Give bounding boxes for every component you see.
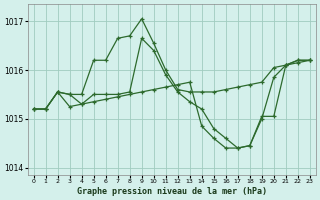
- X-axis label: Graphe pression niveau de la mer (hPa): Graphe pression niveau de la mer (hPa): [77, 187, 267, 196]
